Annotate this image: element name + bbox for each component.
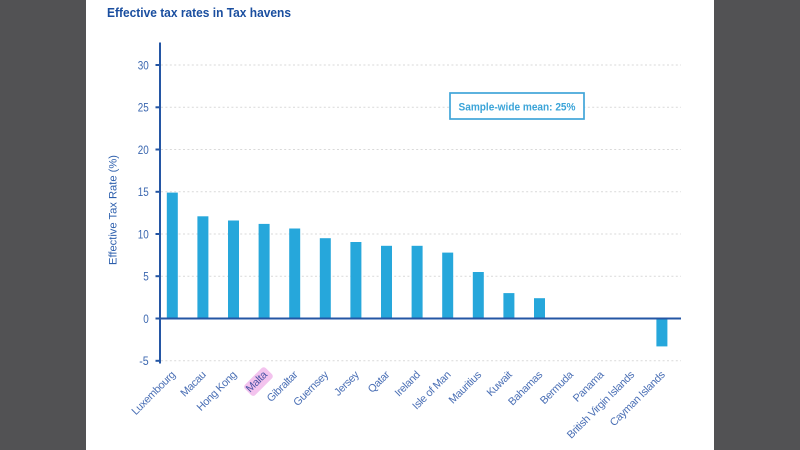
svg-text:0: 0 [143,312,149,326]
svg-text:-5: -5 [139,354,149,368]
svg-text:20: 20 [138,143,149,157]
svg-text:10: 10 [138,227,149,241]
svg-text:25: 25 [138,101,149,115]
svg-text:Sample-wide mean: 25%: Sample-wide mean: 25% [459,102,576,114]
svg-text:Effective Tax Rate (%): Effective Tax Rate (%) [108,155,120,265]
svg-text:15: 15 [138,185,149,199]
svg-text:5: 5 [143,270,149,284]
svg-text:Effective tax rates in Tax hav: Effective tax rates in Tax havens [107,6,291,20]
svg-text:30: 30 [138,58,149,72]
